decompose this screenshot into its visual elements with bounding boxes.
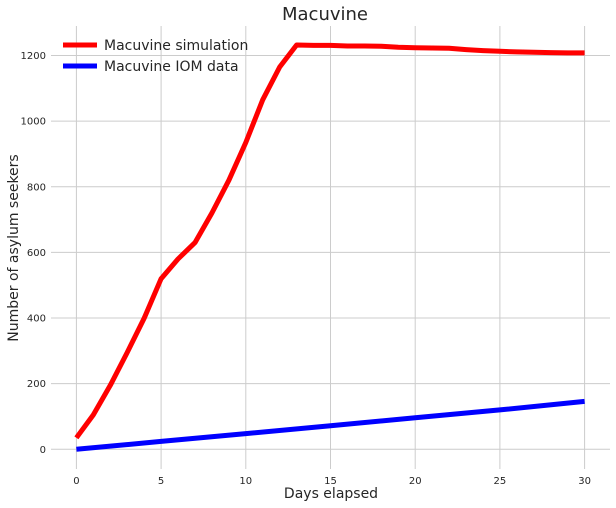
x-tick-label: 0 (73, 476, 79, 487)
y-tick-label: 1200 (21, 51, 46, 62)
y-tick-label: 800 (27, 182, 46, 193)
x-tick-labels: 0 5 10 15 20 25 30 (73, 476, 591, 487)
series-line-1 (74, 42, 585, 440)
x-tick-label: 10 (239, 476, 252, 487)
x-tick-label: 15 (324, 476, 337, 487)
legend-label-2: Macuvine IOM data (104, 59, 239, 75)
x-tick-label: 25 (494, 476, 507, 487)
legend: Macuvine simulation Macuvine IOM data (63, 38, 248, 75)
x-tick-label: 5 (158, 476, 164, 487)
chart-title: Macuvine (282, 4, 368, 25)
y-tick-label: 400 (27, 314, 46, 325)
y-tick-label: 600 (27, 248, 46, 259)
series-line-2 (76, 398, 585, 452)
x-axis-label: Days elapsed (284, 486, 378, 502)
y-tick-labels: 0 200 400 600 800 1000 1200 (21, 51, 46, 456)
x-tick-label: 20 (409, 476, 422, 487)
legend-label-1: Macuvine simulation (104, 38, 248, 54)
x-tick-label: 30 (578, 476, 591, 487)
y-tick-label: 200 (27, 379, 46, 390)
series-group (74, 42, 585, 452)
y-axis-label: Number of asylum seekers (6, 154, 22, 341)
y-tick-label: 1000 (21, 117, 46, 128)
grid (51, 26, 610, 469)
y-tick-label: 0 (40, 445, 46, 456)
